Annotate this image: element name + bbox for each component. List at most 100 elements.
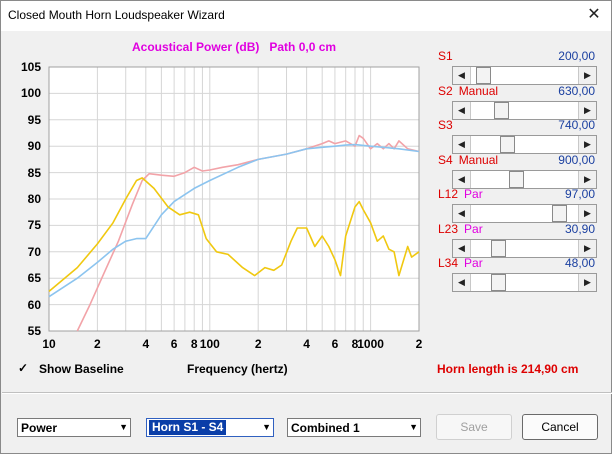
slider-mode: Manual [458,83,499,98]
show-baseline-checkbox[interactable]: ✓ [18,361,29,375]
y-tick-label: 90 [27,139,41,154]
slider-label-l23: L23 Par [438,222,483,236]
slider-thumb[interactable] [551,205,567,222]
y-tick-label: 95 [27,112,41,127]
show-baseline-label: Show Baseline [39,362,124,376]
slider-label-l34: L34 Par [438,256,483,270]
x-tick-label: 1000 [357,337,384,351]
x-tick-label: 6 [331,337,339,351]
y-tick-label: 70 [27,244,41,259]
slider-label-s2: S2 Manual [438,84,498,98]
x-axis-title: Frequency (hertz) [187,362,288,376]
slider-thumb[interactable] [494,101,510,119]
y-tick-label: 80 [27,192,41,206]
x-tick-label: 10 [42,337,56,351]
combined-dropdown[interactable]: Combined 1 ▼ [287,418,421,437]
plot-border [48,66,420,332]
window-title: Closed Mouth Horn Loudspeaker Wizard [8,8,225,22]
arrow-right-icon[interactable]: ▶ [578,274,596,291]
combined-dropdown-value: Combined 1 [291,421,360,435]
slider-s1[interactable]: ◀ ▶ [452,66,597,85]
horn-dropdown[interactable]: Horn S1 - S4 ▼ [146,418,274,437]
arrow-left-icon[interactable]: ◀ [453,136,471,153]
separator [2,392,612,394]
slider-name: S2 [438,83,453,98]
slider-l12[interactable]: ◀ ▶ [452,204,597,223]
slider-label-s3: S3 [438,118,453,132]
x-tick-label: 4 [142,337,150,351]
y-tick-label: 75 [27,218,41,233]
slider-value-s1: 200,00 [558,49,595,63]
slider-name: S3 [438,118,453,132]
slider-l23[interactable]: ◀ ▶ [452,238,597,258]
y-tick-label: 55 [27,324,41,338]
series-line-2 [48,143,420,298]
slider-name: L34 [438,256,459,270]
arrow-right-icon[interactable]: ▶ [578,136,596,153]
slider-mode: Par [464,221,483,236]
arrow-right-icon[interactable]: ▶ [578,205,596,222]
arrow-left-icon[interactable]: ◀ [453,170,471,188]
slider-s2[interactable]: ◀ ▶ [452,100,597,120]
slider-mode: Manual [458,152,499,167]
cancel-button[interactable]: Cancel [522,414,598,440]
close-icon[interactable]: ✕ [587,6,601,23]
slider-mode: Par [464,187,483,201]
slider-value-s4: 900,00 [558,152,595,167]
slider-l34[interactable]: ◀ ▶ [452,273,597,292]
slider-value-l12: 97,00 [564,187,595,201]
chevron-down-icon: ▼ [262,422,271,432]
chart-title: Acoustical Power (dB) Path 0,0 cm [132,40,337,54]
arrow-right-icon[interactable]: ▶ [578,101,596,119]
arrow-left-icon[interactable]: ◀ [453,239,471,257]
y-tick-label: 100 [20,86,41,101]
arrow-left-icon[interactable]: ◀ [453,101,471,119]
x-tick-label: 2 [415,337,423,351]
x-tick-label: 2 [94,337,101,351]
arrow-right-icon[interactable]: ▶ [578,239,596,257]
slider-s4[interactable]: ◀ ▶ [452,169,597,189]
slider-value-s2: 630,00 [558,83,595,98]
slider-name: S1 [438,49,453,63]
acoustic-power-chart [48,66,420,332]
x-tick-label: 100 [199,337,220,351]
slider-thumb[interactable] [475,67,491,84]
x-tick-label: 6 [170,337,178,351]
save-button[interactable]: Save [436,414,512,440]
x-tick-label: 8 [190,337,198,351]
chevron-down-icon: ▼ [409,422,418,432]
title-bar: Closed Mouth Horn Loudspeaker Wizard ✕ [1,1,611,31]
arrow-right-icon[interactable]: ▶ [578,67,596,84]
slider-name: L12 [438,187,459,201]
arrow-right-icon[interactable]: ▶ [578,170,596,188]
slider-thumb[interactable] [508,170,524,188]
arrow-left-icon[interactable]: ◀ [453,274,471,291]
slider-value-l34: 48,00 [564,256,595,270]
slider-thumb[interactable] [500,136,516,153]
arrow-left-icon[interactable]: ◀ [453,67,471,84]
slider-value-l23: 30,90 [564,221,595,236]
y-tick-label: 85 [27,165,41,180]
slider-name: S4 [438,152,453,167]
horn-dropdown-value: Horn S1 - S4 [149,420,227,435]
slider-value-s3: 740,00 [558,118,595,132]
slider-label-s4: S4 Manual [438,153,498,167]
slider-mode: Par [464,256,483,270]
slider-thumb[interactable] [490,274,506,291]
measure-dropdown-value: Power [21,421,58,435]
y-tick-label: 60 [27,297,41,312]
x-tick-label: 2 [254,337,262,351]
slider-label-l12: L12 Par [438,187,483,201]
slider-s3[interactable]: ◀ ▶ [452,135,597,154]
slider-label-s1: S1 [438,49,453,63]
arrow-left-icon[interactable]: ◀ [453,205,471,222]
measure-dropdown[interactable]: Power ▼ [17,418,131,437]
y-tick-label: 105 [20,60,41,74]
series-line-3 [48,177,420,293]
slider-thumb[interactable] [490,239,506,257]
chevron-down-icon: ▼ [119,422,128,432]
horn-length-text: Horn length is 214,90 cm [437,362,579,376]
x-tick-label: 8 [351,337,359,351]
x-tick-label: 4 [303,337,310,351]
